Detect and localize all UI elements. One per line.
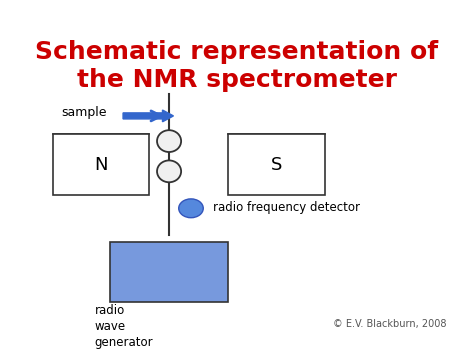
Text: © E.V. Blackburn, 2008: © E.V. Blackburn, 2008: [333, 319, 447, 329]
Ellipse shape: [157, 130, 181, 152]
Text: N: N: [94, 155, 108, 174]
Ellipse shape: [157, 160, 181, 182]
Text: radio
wave
generator: radio wave generator: [95, 304, 153, 349]
Bar: [53, 135, 149, 195]
FancyArrow shape: [123, 110, 173, 122]
Bar: [228, 135, 325, 195]
Bar: [110, 242, 228, 302]
Text: S: S: [271, 155, 282, 174]
Circle shape: [179, 199, 203, 218]
Text: sample: sample: [62, 106, 107, 119]
Text: Schematic representation of
the NMR spectrometer: Schematic representation of the NMR spec…: [36, 40, 438, 92]
Text: radio frequency detector: radio frequency detector: [213, 201, 360, 214]
